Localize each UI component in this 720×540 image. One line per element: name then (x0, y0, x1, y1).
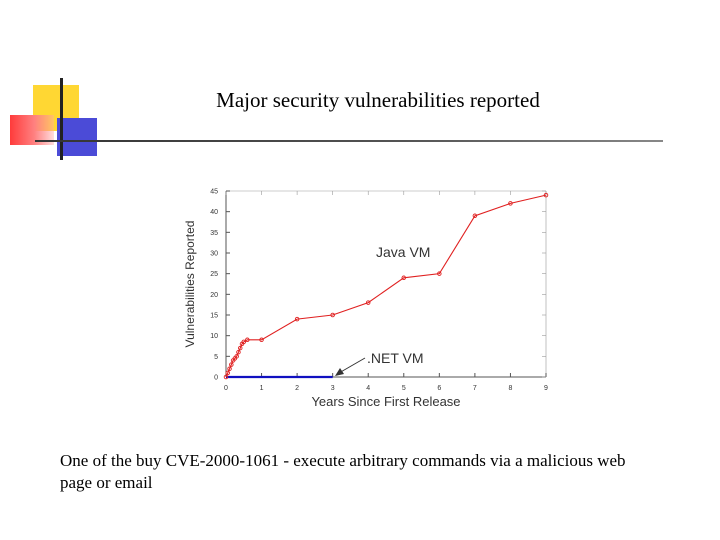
java-vm-data-point (225, 370, 231, 376)
x-tick-label: 2 (295, 385, 299, 392)
x-tick-label: 0 (224, 385, 228, 392)
java-vm-data-point (437, 271, 442, 276)
net-vm-arrow-head (335, 368, 344, 376)
java-vm-data-point (401, 275, 407, 281)
y-tick-label: 15 (210, 313, 218, 320)
java-vm-data-point (365, 300, 371, 305)
slide-caption: One of the buy CVE-2000-1061 - execute a… (60, 451, 626, 492)
x-tick-label: 7 (473, 385, 477, 392)
java-vm-data-point (223, 374, 229, 380)
decorative-vertical-line (60, 78, 63, 160)
java-vm-label: Java VM (376, 244, 430, 260)
y-tick-label: 35 (210, 230, 218, 237)
java-vm-data-point (234, 354, 239, 359)
java-vm-data-point (241, 339, 247, 345)
java-vm-data-point (229, 362, 234, 367)
java-vm-data-point (227, 366, 232, 371)
slide-title: Major security vulnerabilities reported (216, 88, 540, 112)
x-tick-label: 3 (331, 385, 335, 392)
y-tick-label: 20 (210, 292, 218, 299)
java-vm-data-point (508, 201, 513, 206)
x-tick-label: 9 (544, 385, 548, 392)
java-vm-data-point (294, 316, 300, 322)
y-tick-label: 30 (210, 251, 218, 258)
y-tick-label: 5 (214, 354, 218, 361)
y-tick-label: 40 (210, 209, 218, 216)
java-vm-data-point (259, 337, 264, 343)
java-vm-data-point (245, 337, 250, 343)
java-vm-data-point (472, 213, 478, 219)
x-tick-label: 4 (366, 385, 370, 392)
y-tick-label: 25 (210, 271, 218, 278)
java-vm-data-point (543, 192, 549, 198)
java-vm-data-point (236, 349, 241, 355)
title-underline (35, 140, 663, 142)
net-vm-label: .NET VM (367, 350, 424, 366)
x-tick-label: 6 (437, 385, 441, 392)
y-axis-label: Vulnerabilities Reported (183, 221, 197, 348)
net-vm-arrow-line (338, 357, 366, 374)
y-tick-label: 10 (210, 333, 218, 340)
y-tick-label: 0 (214, 375, 218, 382)
x-tick-label: 5 (402, 385, 406, 392)
java-vm-data-point (237, 345, 243, 351)
x-axis-label: Years Since First Release (311, 394, 460, 409)
java-vm-data-point (330, 312, 335, 318)
x-tick-label: 8 (508, 385, 512, 392)
x-tick-label: 1 (260, 385, 264, 392)
y-tick-label: 45 (210, 189, 218, 196)
decorative-blue-square (57, 118, 97, 156)
